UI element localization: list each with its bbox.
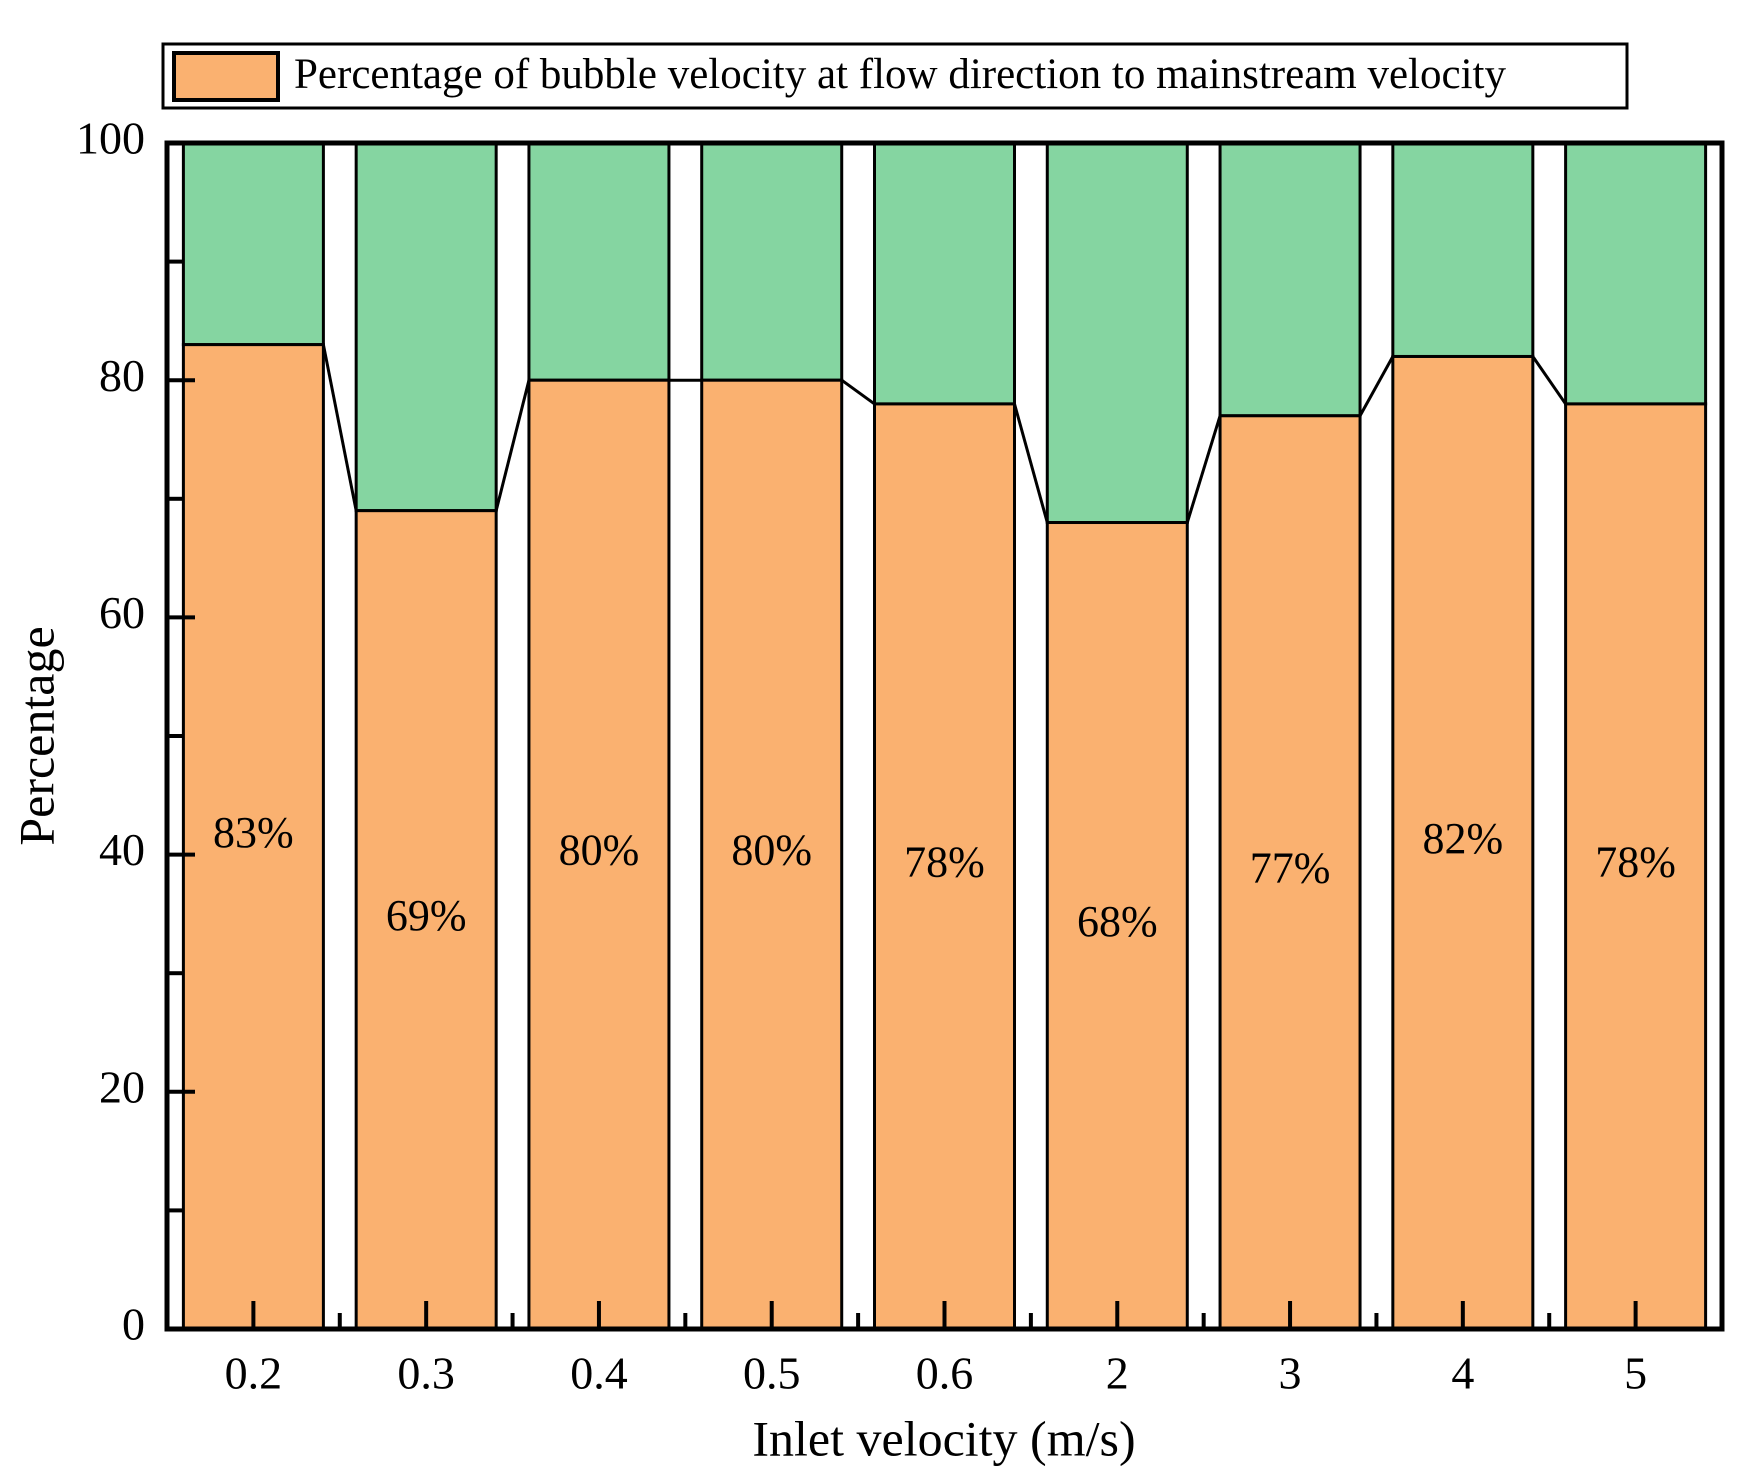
bar-segment-main [181, 343, 325, 1331]
y-tick-label: 80 [99, 350, 145, 401]
connector-line [840, 378, 876, 406]
bar-segment-remainder [1564, 141, 1708, 406]
bar-value-label: 82% [1423, 814, 1504, 863]
bar-value-label: 77% [1250, 843, 1331, 892]
x-tick-label: 3 [1279, 1348, 1302, 1399]
y-tick-label: 100 [76, 113, 145, 164]
x-tick-label: 0.5 [743, 1348, 801, 1399]
bar-value-label: 68% [1077, 897, 1158, 946]
plot-frame [164, 140, 1725, 1332]
bar-segment-main [1391, 354, 1535, 1331]
bar-value-label: 69% [386, 891, 467, 940]
connector-line [1013, 403, 1049, 523]
bar-segment-main [700, 378, 844, 1331]
y-tick-label: 20 [99, 1061, 145, 1112]
bar-segment-remainder [1391, 141, 1535, 358]
legend-box [161, 42, 1629, 110]
bar-segment-main [1045, 521, 1189, 1331]
legend: Percentage of bubble velocity at flow di… [161, 42, 1629, 110]
bar-segment-remainder [1218, 141, 1362, 418]
bar-value-label: 78% [904, 838, 985, 887]
bar-value-label: 83% [213, 808, 294, 857]
x-tick-label: 5 [1624, 1348, 1647, 1399]
bar-segment-remainder [1045, 141, 1189, 525]
y-axis-title: Percentage [8, 626, 64, 845]
legend-swatch [172, 51, 280, 102]
bar-segment-main [354, 509, 498, 1331]
connector-line [1531, 355, 1567, 405]
connector-line [1358, 355, 1395, 417]
connector-line [494, 379, 531, 512]
bar-value-label: 80% [559, 826, 640, 875]
x-tick-label: 0.2 [225, 1348, 283, 1399]
labels-layer: 83% 0.2 69% 0.3 80% 0.4 80% 0.5 78% 0.6 68% 2 77% 3 82… [76, 113, 1676, 1399]
x-tick-label: 0.6 [916, 1348, 974, 1399]
bar-segment-remainder [700, 141, 844, 382]
x-axis-title: Inlet velocity (m/s) [752, 1410, 1135, 1466]
connector-layer [321, 344, 1567, 523]
connector-line [1185, 415, 1222, 523]
bar-segment-remainder [873, 141, 1016, 406]
x-tick-label: 4 [1451, 1348, 1474, 1399]
x-tick-label: 2 [1106, 1348, 1129, 1399]
bar-segment-remainder [181, 141, 325, 347]
bar-segment-remainder [527, 141, 671, 382]
y-tick-label: 0 [122, 1299, 145, 1350]
legend-label: Percentage of bubble velocity at flow di… [294, 51, 1506, 98]
y-tick-label: 60 [99, 587, 145, 638]
bar-segment-main [527, 378, 671, 1331]
connector-line [321, 344, 358, 511]
bars-layer [181, 141, 1708, 1331]
bar-segment-main [873, 402, 1016, 1331]
bar-value-label: 78% [1595, 838, 1676, 887]
x-tick-label: 0.3 [397, 1348, 455, 1399]
x-tick-label: 0.4 [570, 1348, 628, 1399]
bar-segment-remainder [354, 141, 498, 513]
y-tick-label: 40 [99, 824, 145, 875]
bar-value-label: 80% [731, 826, 812, 875]
